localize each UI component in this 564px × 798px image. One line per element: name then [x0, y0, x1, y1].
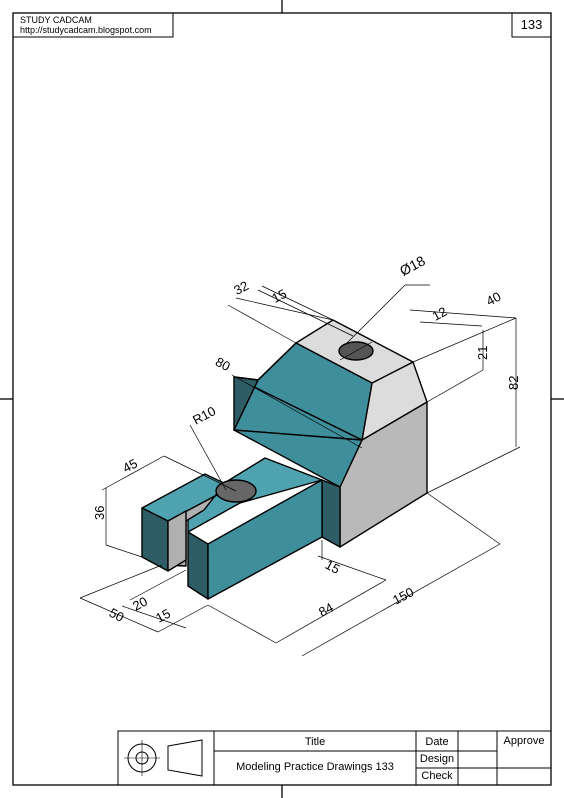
dim-50: 50: [107, 605, 127, 625]
dimension-lines: [79, 284, 521, 657]
dim-15-bottom: 15: [323, 557, 343, 577]
approve-label: Approve: [503, 735, 545, 747]
step-face: [233, 429, 363, 488]
company-url: http://studycadcam.blogspot.com: [20, 25, 152, 35]
projection-cone: [167, 739, 203, 777]
dim-15-left: 15: [153, 606, 173, 626]
base-dark-face: [321, 479, 341, 548]
date-label: Date: [425, 736, 449, 748]
dim-84: 84: [316, 600, 336, 620]
dim-80: 80: [213, 354, 233, 374]
header-box: [12, 12, 174, 38]
page-number: 133: [520, 17, 543, 32]
prong-right-side: [207, 479, 323, 600]
dim-45: 45: [120, 456, 140, 476]
dim-r10: R10: [190, 403, 218, 427]
dim-21: 21: [475, 346, 490, 360]
page-number-box: [511, 12, 552, 38]
dim-15-top: 15: [269, 286, 289, 306]
company-name: STUDY CADCAM: [20, 15, 92, 25]
hole-axis: [339, 341, 373, 361]
title-block: [117, 730, 552, 786]
dim-82: 82: [506, 376, 521, 390]
title-label: Title: [304, 736, 326, 748]
title-value: Modeling Practice Drawings 133: [236, 761, 394, 773]
dim-12: 12: [430, 304, 450, 324]
check-label: Check: [421, 770, 453, 782]
dim-20: 20: [130, 594, 150, 614]
step-face-dark: [233, 376, 259, 431]
prong-left-side: [167, 510, 187, 572]
prong-right-front: [187, 531, 209, 600]
dim-32: 32: [231, 278, 251, 298]
dim-36: 36: [92, 506, 107, 520]
dim-diameter-18: Ø18: [397, 252, 428, 279]
dim-40: 40: [484, 289, 504, 309]
design-label: Design: [419, 753, 455, 765]
isometric-part: [141, 319, 428, 600]
